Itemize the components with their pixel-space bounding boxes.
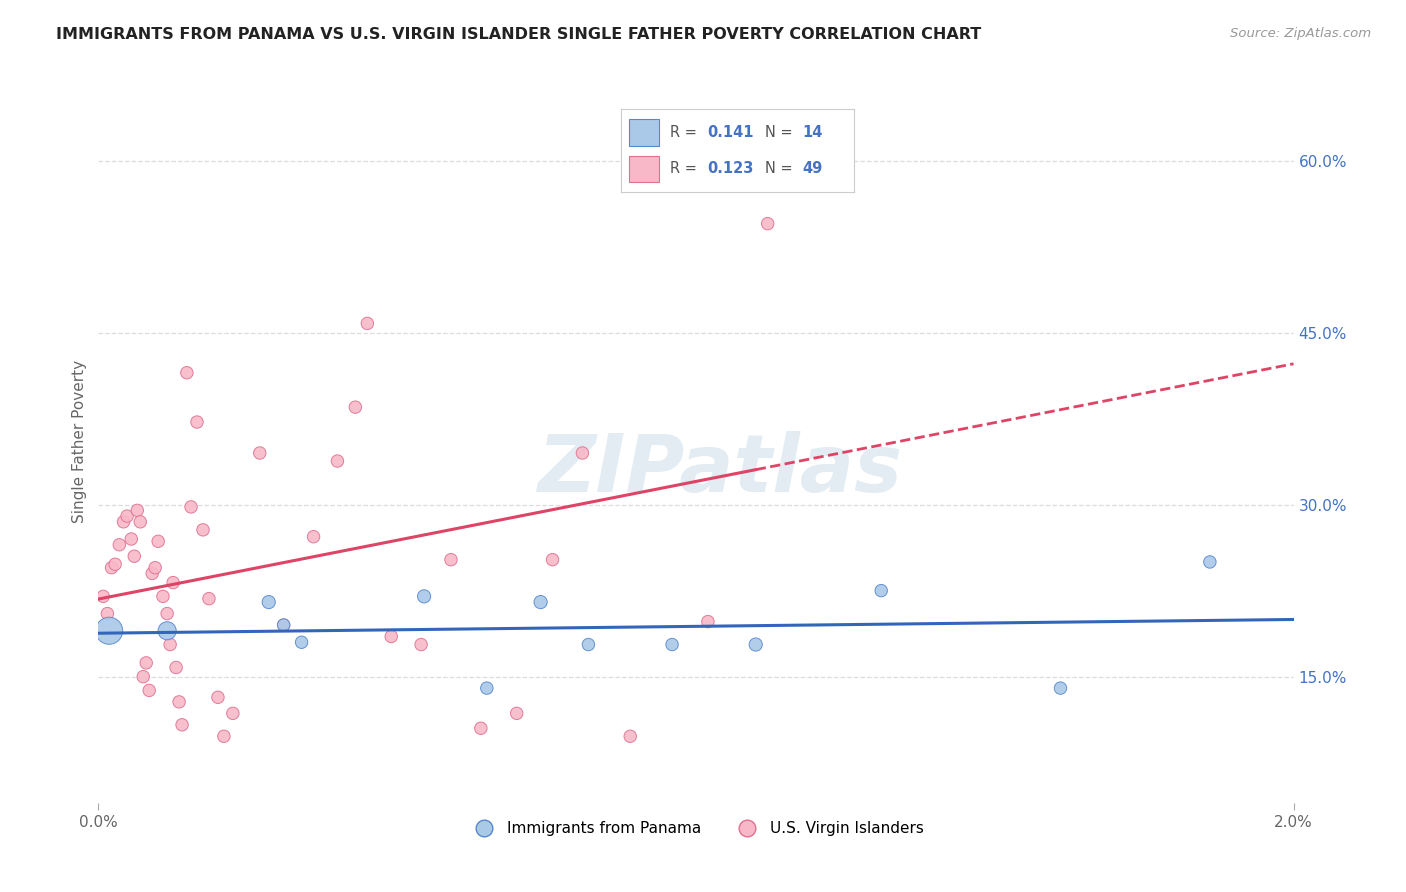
Point bbox=[470, 721, 492, 735]
Point bbox=[124, 549, 146, 564]
Point bbox=[290, 635, 312, 649]
Y-axis label: Single Father Poverty: Single Father Poverty bbox=[72, 360, 87, 523]
Point bbox=[655, 140, 678, 154]
Point bbox=[141, 566, 163, 581]
Point bbox=[115, 509, 138, 524]
Point bbox=[148, 534, 170, 549]
Point bbox=[411, 638, 433, 652]
Point bbox=[167, 695, 190, 709]
Point bbox=[98, 624, 121, 638]
Point bbox=[661, 638, 683, 652]
Point bbox=[506, 706, 529, 721]
Point bbox=[127, 503, 149, 517]
Point bbox=[571, 446, 593, 460]
Point bbox=[249, 446, 271, 460]
Point bbox=[745, 638, 768, 652]
Point bbox=[108, 538, 131, 552]
Point bbox=[413, 590, 436, 604]
Point bbox=[162, 575, 184, 590]
Point bbox=[870, 583, 893, 598]
Point bbox=[273, 618, 295, 632]
Point bbox=[186, 415, 208, 429]
Point bbox=[530, 595, 553, 609]
Point bbox=[1049, 681, 1071, 695]
Point bbox=[143, 560, 166, 574]
Point bbox=[273, 618, 295, 632]
Point bbox=[257, 595, 280, 609]
Point bbox=[180, 500, 202, 514]
Point bbox=[100, 560, 122, 574]
Point bbox=[165, 660, 187, 674]
Point bbox=[356, 317, 378, 331]
Point bbox=[159, 638, 181, 652]
Text: IMMIGRANTS FROM PANAMA VS U.S. VIRGIN ISLANDER SINGLE FATHER POVERTY CORRELATION: IMMIGRANTS FROM PANAMA VS U.S. VIRGIN IS… bbox=[56, 27, 981, 42]
Point bbox=[302, 530, 325, 544]
Point bbox=[326, 454, 349, 468]
Point bbox=[697, 615, 720, 629]
Point bbox=[207, 690, 229, 705]
Point bbox=[541, 552, 564, 566]
Point bbox=[198, 591, 221, 606]
Point bbox=[344, 400, 367, 414]
Legend: Immigrants from Panama, U.S. Virgin Islanders: Immigrants from Panama, U.S. Virgin Isla… bbox=[463, 815, 929, 842]
Point bbox=[380, 630, 402, 644]
Point bbox=[212, 729, 235, 743]
Point bbox=[756, 217, 779, 231]
Point bbox=[152, 590, 174, 604]
Point bbox=[129, 515, 152, 529]
Point bbox=[475, 681, 498, 695]
Point bbox=[578, 638, 600, 652]
Point bbox=[222, 706, 245, 721]
Point bbox=[112, 515, 135, 529]
Point bbox=[619, 729, 641, 743]
Point bbox=[1198, 555, 1220, 569]
Point bbox=[156, 607, 179, 621]
Point bbox=[176, 366, 198, 380]
Point bbox=[96, 607, 118, 621]
Point bbox=[120, 532, 142, 546]
Point bbox=[138, 683, 160, 698]
Point bbox=[172, 718, 194, 732]
Text: Source: ZipAtlas.com: Source: ZipAtlas.com bbox=[1230, 27, 1371, 40]
Point bbox=[104, 558, 127, 572]
Point bbox=[132, 670, 155, 684]
Point bbox=[91, 590, 114, 604]
Text: ZIPatlas: ZIPatlas bbox=[537, 432, 903, 509]
Point bbox=[440, 552, 463, 566]
Point bbox=[191, 523, 214, 537]
Point bbox=[135, 656, 157, 670]
Point bbox=[156, 624, 179, 638]
